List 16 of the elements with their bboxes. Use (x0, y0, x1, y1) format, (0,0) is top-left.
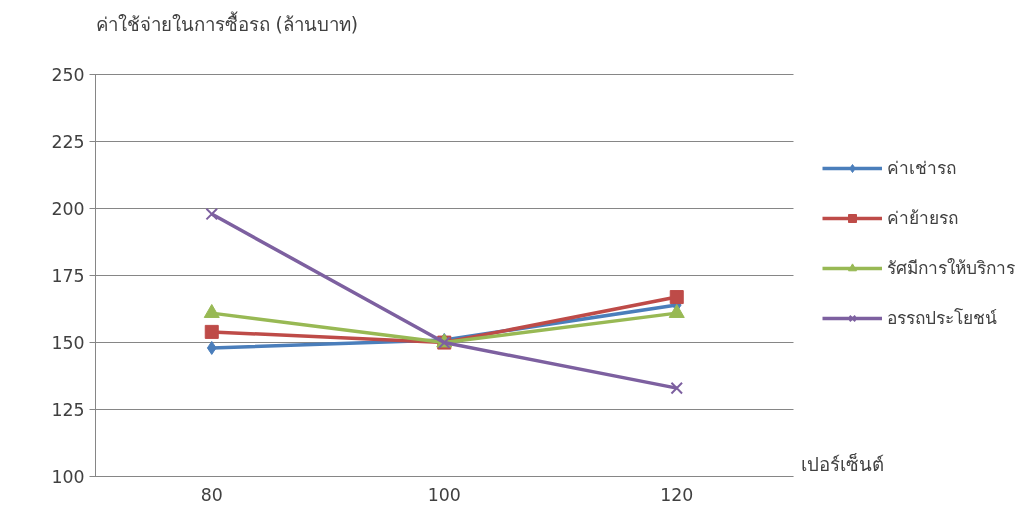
y-tick-label: 250 (51, 65, 85, 86)
y-tick-label: 225 (51, 132, 85, 153)
x-tick-label: 80 (200, 484, 223, 505)
y-tick-label: 200 (51, 199, 85, 220)
y-axis-title: ค่าใช้จ่ายในการซื้อรถ (ล้านบาท) (95, 10, 358, 35)
y-tick-label: 125 (51, 400, 85, 421)
legend-label: ค่าเช่ารถ (887, 157, 956, 180)
legend-label: รัศมีการให้บริการ (887, 257, 1015, 280)
x-tick-label: 120 (660, 484, 694, 505)
y-tick-label: 100 (51, 467, 85, 487)
y-tick-label: 150 (51, 333, 85, 354)
legend-label: อรรถประโยชน์ (887, 307, 997, 330)
y-tick-label: 175 (51, 266, 85, 287)
x-axis-title: เปอร์เซ็นต์ (801, 451, 884, 475)
legend-label: ค่าย้ายรถ (887, 207, 958, 230)
x-tick-label: 100 (427, 484, 461, 505)
